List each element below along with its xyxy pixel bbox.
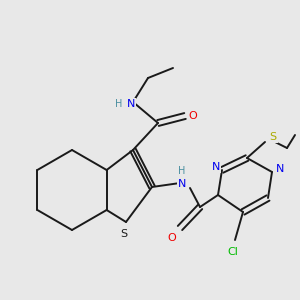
Text: N: N [212, 162, 220, 172]
Text: N: N [127, 99, 135, 109]
Text: H: H [115, 99, 123, 109]
Text: N: N [276, 164, 284, 174]
Text: O: O [189, 111, 197, 121]
Text: Cl: Cl [228, 247, 238, 257]
Text: O: O [168, 233, 176, 243]
Text: N: N [178, 179, 186, 189]
Text: H: H [178, 166, 186, 176]
Text: S: S [269, 132, 277, 142]
Text: S: S [120, 229, 128, 239]
